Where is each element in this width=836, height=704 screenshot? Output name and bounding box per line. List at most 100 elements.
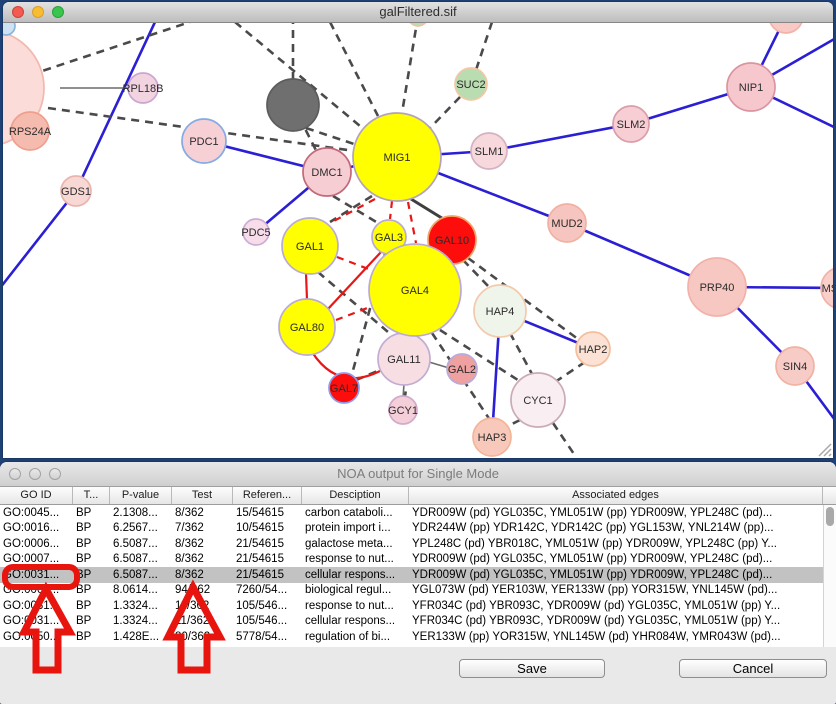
edge-red[interactable]: [327, 251, 382, 310]
cell: BP: [76, 599, 92, 612]
cell: YDR009W (pd) YGL035C, YML051W (pp) YDR00…: [412, 553, 773, 566]
node-slm1[interactable]: [470, 132, 508, 170]
node-hap3[interactable]: [472, 417, 512, 457]
node-gal2[interactable]: [446, 353, 478, 385]
network-window-titlebar[interactable]: galFiltered.sif: [3, 2, 833, 23]
cell: GO:0065...: [3, 584, 60, 597]
table-row[interactable]: GO:0031... BP 6.5087... 8/362 21/54615 cellul…: [0, 567, 823, 583]
noa-window-titlebar[interactable]: NOA output for Single Mode: [0, 462, 836, 487]
close-button[interactable]: [12, 6, 24, 18]
edge-red_dashed[interactable]: [336, 255, 372, 272]
cell: cellular respons...: [305, 615, 396, 628]
edge-dashed[interactable]: [551, 422, 578, 458]
node-gal7[interactable]: [328, 372, 360, 404]
save-button[interactable]: Save: [459, 659, 605, 678]
node-rpl18b[interactable]: [127, 72, 159, 104]
edge-dashed[interactable]: [474, 23, 494, 71]
table-row[interactable]: GO:0031... BP 1.3324... 11/362 105/546... cel…: [0, 614, 823, 630]
edge-dashed[interactable]: [430, 332, 492, 421]
node-mig1[interactable]: [352, 112, 442, 202]
node-pdc1[interactable]: [181, 118, 227, 164]
node-unlabeled[interactable]: [769, 23, 803, 34]
edge-dashed[interactable]: [508, 332, 534, 375]
node-rps24a[interactable]: [10, 111, 50, 151]
network-canvas[interactable]: RPL18B RPS24A GDS1 PDC1 DMC1 MIG1 SUC2 SLM1 SLM2…: [3, 23, 833, 458]
table-row[interactable]: GO:0031... BP 1.3324... 11/362 105/546... res…: [0, 598, 823, 614]
edge-red_dashed[interactable]: [331, 198, 376, 223]
edge-red_dashed[interactable]: [406, 201, 418, 244]
column-header[interactable]: Referen...: [233, 487, 302, 504]
edge-solid_thin[interactable]: [428, 361, 450, 369]
node-suc2[interactable]: [454, 67, 488, 101]
edge-blue[interactable]: [488, 122, 632, 153]
column-header[interactable]: Test: [172, 487, 233, 504]
column-header[interactable]: GO ID: [0, 487, 73, 504]
close-button[interactable]: [9, 468, 21, 480]
table-scrollbar[interactable]: [823, 505, 836, 647]
node-msl1[interactable]: [820, 267, 833, 309]
scrollbar-thumb[interactable]: [826, 507, 834, 526]
node-cyc1[interactable]: [510, 372, 566, 428]
node-unlabeled[interactable]: [408, 23, 428, 27]
cell: galactose meta...: [305, 537, 393, 550]
edge-solid_dark[interactable]: [410, 197, 446, 222]
zoom-button[interactable]: [49, 468, 61, 480]
edge-red_dashed[interactable]: [388, 200, 394, 220]
table-row[interactable]: GO:0050... BP 1.428E... 80/362 5778/54... reg…: [0, 629, 823, 645]
edge-red[interactable]: [304, 272, 309, 301]
node-slm2[interactable]: [612, 105, 650, 143]
node-hap2[interactable]: [575, 331, 611, 367]
edge-dashed[interactable]: [429, 96, 461, 129]
edge-blue[interactable]: [74, 23, 156, 192]
table-row[interactable]: GO:0007... BP 6.5087... 8/362 21/54615 respon…: [0, 552, 823, 568]
edge-blue[interactable]: [3, 190, 78, 288]
column-header[interactable]: [823, 487, 836, 504]
minimize-button[interactable]: [29, 468, 41, 480]
cell: 7260/54...: [236, 584, 288, 597]
node-label: GAL80: [290, 322, 324, 334]
node-dmc1[interactable]: [302, 147, 352, 197]
column-header[interactable]: T...: [73, 487, 110, 504]
edge-dashed[interactable]: [329, 194, 373, 224]
edge-dashed[interactable]: [332, 194, 379, 225]
node-unlabeled[interactable]: [266, 78, 320, 132]
node-mud2[interactable]: [547, 203, 587, 243]
edge-dashed[interactable]: [29, 23, 191, 77]
minimize-button[interactable]: [32, 6, 44, 18]
cell: YER133W (pp) YOR315W, YNL145W (pd) YHR08…: [412, 630, 781, 643]
edge-dashed[interactable]: [462, 259, 491, 289]
node-gds1[interactable]: [60, 175, 92, 207]
node-gal80[interactable]: [278, 298, 336, 356]
node-gal4[interactable]: [368, 243, 462, 337]
column-header[interactable]: Associated edges: [409, 487, 823, 504]
table-row[interactable]: GO:0006... BP 6.5087... 8/362 21/54615 galact…: [0, 536, 823, 552]
cell: BP: [76, 630, 92, 643]
zoom-button[interactable]: [52, 6, 64, 18]
column-header[interactable]: Desciption: [302, 487, 409, 504]
edge-dashed[interactable]: [317, 271, 396, 339]
node-label: GAL11: [387, 354, 420, 366]
edge-dashed[interactable]: [329, 23, 380, 117]
node-pdc5[interactable]: [242, 218, 270, 246]
table-row[interactable]: GO:0045... BP 2.1308... 8/362 15/54615 carbon…: [0, 505, 823, 521]
node-gal1[interactable]: [281, 217, 339, 275]
resize-grip-icon[interactable]: [816, 441, 832, 457]
edge-dashed[interactable]: [439, 328, 522, 384]
node-hap4[interactable]: [473, 284, 527, 338]
node-unlabeled[interactable]: [3, 23, 16, 36]
node-gcy1[interactable]: [388, 395, 418, 425]
table-row[interactable]: GO:0016... BP 6.2567... 7/362 10/54615 protei…: [0, 521, 823, 537]
cancel-button[interactable]: Cancel: [679, 659, 827, 678]
edge-dashed[interactable]: [467, 256, 583, 344]
edge-dashed[interactable]: [400, 23, 419, 114]
table-row[interactable]: GO:0065... BP 8.0614... 94/362 7260/54... bio…: [0, 583, 823, 599]
node-label: PRP40: [700, 282, 735, 294]
edge-red_dashed[interactable]: [335, 305, 371, 322]
node-label: RPS24A: [9, 126, 52, 138]
column-header[interactable]: P-value: [110, 487, 172, 504]
cell: 7/362: [175, 522, 204, 535]
node-prp40[interactable]: [687, 257, 747, 317]
edge-dashed[interactable]: [305, 126, 361, 148]
node-nip1[interactable]: [726, 62, 776, 112]
node-sin4[interactable]: [775, 346, 815, 386]
